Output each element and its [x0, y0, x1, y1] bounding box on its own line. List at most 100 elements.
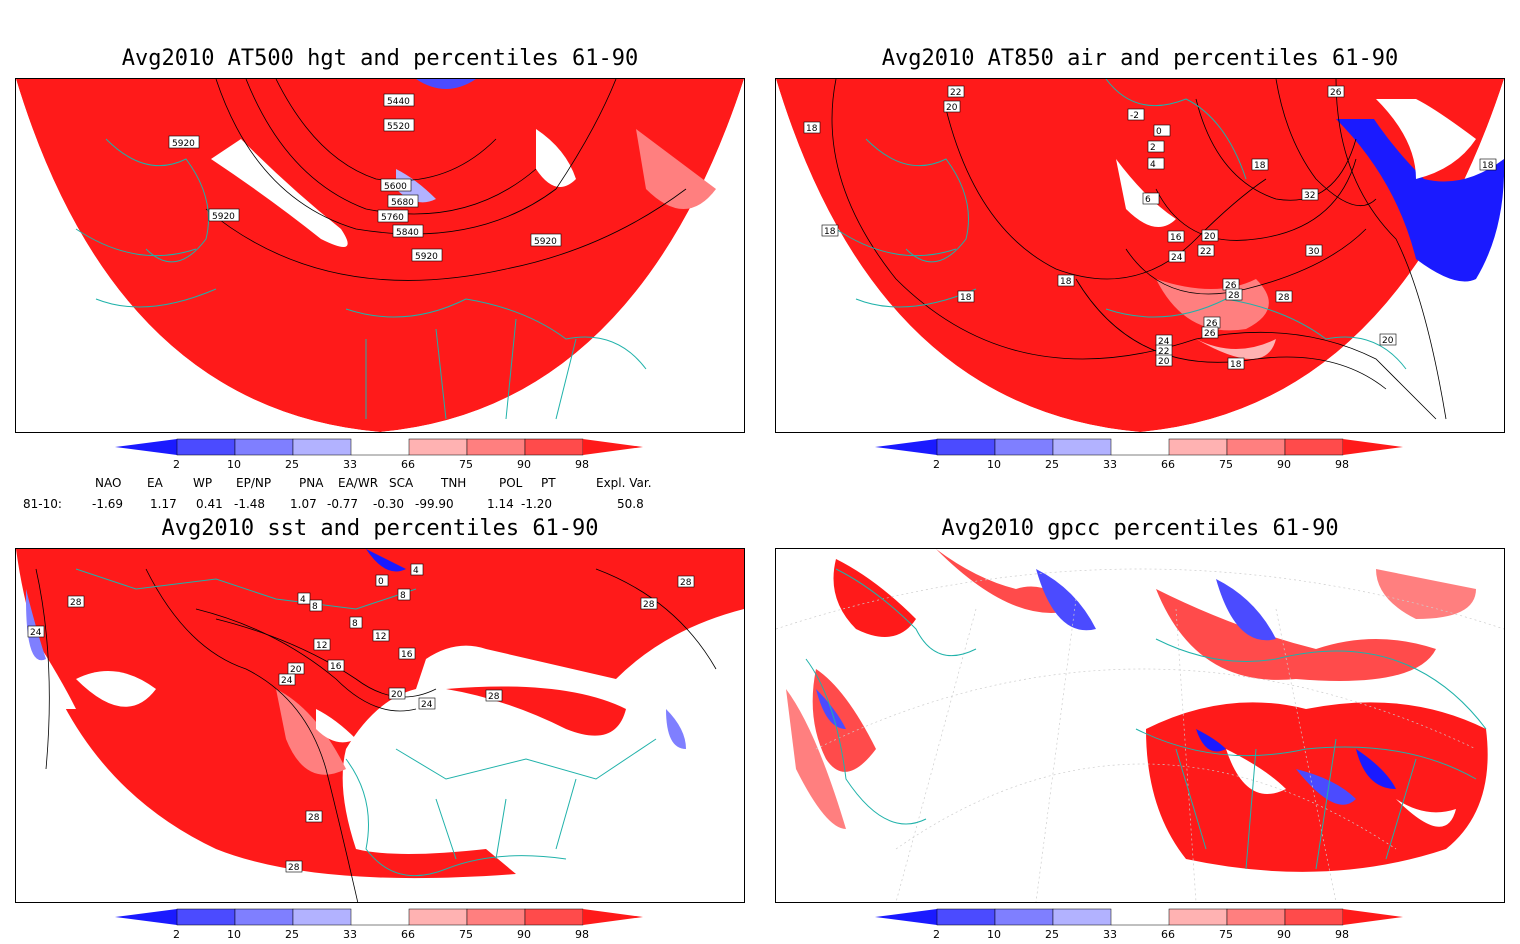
- map-gpcc-svg: [776, 549, 1504, 902]
- field-blue-blob: [1336, 119, 1504, 282]
- colorbar-label: 75: [1219, 928, 1233, 940]
- colorbar-gpcc: 2 10 25 33 66 75 90 98: [875, 908, 1405, 941]
- index-value: -1.48: [234, 497, 266, 511]
- contour-label: 28: [643, 600, 655, 610]
- contour-label: 24: [281, 676, 293, 686]
- colorbar-label: 10: [987, 928, 1001, 940]
- colorbar-air850: 2 10 25 33 66 75 90 98: [875, 438, 1405, 471]
- index-row-label: 81-10:: [23, 497, 62, 511]
- index-header: EA: [147, 476, 163, 490]
- contour-label: 20: [391, 690, 403, 700]
- colorbar-label: 90: [1277, 458, 1291, 470]
- field-blue-blob: [26, 589, 46, 661]
- field-white-blob: [1376, 99, 1476, 179]
- colorbar-label: 10: [227, 928, 241, 940]
- colorbar-label: 10: [987, 458, 1001, 470]
- panel-title-hgt500: Avg2010 AT500 hgt and percentiles 61-90: [121, 46, 639, 71]
- contour-label: 28: [70, 598, 82, 608]
- index-header: SCA: [389, 476, 414, 490]
- panel-title-air850: Avg2010 AT850 air and percentiles 61-90: [881, 46, 1399, 71]
- contour-label: 18: [806, 124, 818, 134]
- colorbar-label: 25: [1045, 928, 1059, 940]
- colorbar-label: 90: [517, 458, 531, 470]
- contour-label: 12: [316, 641, 327, 651]
- field-red: [16, 549, 744, 879]
- contour-label: 20: [1158, 357, 1170, 367]
- contours: [35, 568, 717, 902]
- colorbar-label: 2: [173, 928, 180, 940]
- contour-label: 28: [288, 863, 300, 873]
- contour-label: 5680: [391, 198, 414, 208]
- contour-label: 8: [400, 591, 406, 601]
- contour-label: 24: [1171, 253, 1183, 263]
- index-header: EA/WR: [338, 476, 379, 490]
- index-header: Expl. Var.: [596, 476, 652, 490]
- colorbar-sst: 2 10 25 33 66 75 90 98: [115, 908, 645, 941]
- colorbar-label: 66: [1161, 928, 1175, 940]
- outside-domain: [776, 79, 1504, 432]
- contour-label: 26: [1225, 281, 1237, 291]
- field-blue-blob: [366, 549, 406, 572]
- contour-label: 18: [1254, 161, 1266, 171]
- colorbar-label: 33: [343, 928, 357, 940]
- contour-label: 20: [290, 665, 302, 675]
- contour-label: 4: [300, 595, 306, 605]
- contours: [205, 79, 687, 281]
- index-value: -99.90: [415, 497, 454, 511]
- contour-label: 22: [950, 88, 961, 98]
- colorbar-svg: 2 10 25 33 66 75 90 98: [115, 438, 643, 471]
- contour-label: 22: [1200, 247, 1211, 257]
- colorbar-hgt500: 2 10 25 33 66 75 90 98: [115, 438, 645, 471]
- contour-label: 4: [413, 566, 419, 576]
- contour-label: 28: [680, 578, 692, 588]
- contour-label: 2: [1150, 143, 1156, 153]
- contour-label: 5920: [534, 237, 557, 247]
- field-white-blob: [76, 671, 156, 707]
- field-lightred-blob: [1196, 339, 1276, 359]
- precip-blobs: [786, 549, 1488, 872]
- coastlines: [835, 79, 1407, 370]
- index-value: -0.77: [327, 497, 359, 511]
- contour-label: 20: [1382, 336, 1394, 346]
- colorbar-label: 66: [1161, 458, 1175, 470]
- contour-label: 28: [488, 692, 500, 702]
- index-header: WP: [193, 476, 213, 490]
- field-midred-blob: [636, 129, 716, 209]
- contour-label: 22: [1158, 347, 1169, 357]
- field-lightblue-blob: [396, 169, 436, 203]
- map-air850-svg: 22 20 18 18 18 18 -2 0 2 4 6 16 22 24 20…: [776, 79, 1504, 432]
- colorbar-label: 25: [285, 928, 299, 940]
- colorbar-svg: 2 10 25 33 66 75 90 98: [875, 908, 1403, 941]
- colorbar-label: 10: [227, 458, 241, 470]
- index-header: POL: [499, 476, 523, 490]
- panel-title-gpcc: Avg2010 gpcc percentiles 61-90: [941, 516, 1339, 541]
- colorbar-label: 2: [933, 928, 940, 940]
- contour-label: 16: [1170, 233, 1182, 243]
- map-gpcc: [775, 548, 1505, 903]
- colorbar-label: 2: [173, 458, 180, 470]
- index-header: EP/NP: [236, 476, 272, 490]
- contour-label: -2: [1130, 111, 1139, 121]
- colorbar-label: 2: [933, 458, 940, 470]
- field-blue-blob: [666, 709, 686, 749]
- contour-labels: 5440 5520 5920 5920 5600 5680 5760 5840 …: [168, 93, 562, 262]
- index-header: NAO: [95, 476, 122, 490]
- map-sst-svg: 28 24 4 8 0 4 8 12 8 12 16 20 24 16 20 2…: [16, 549, 744, 902]
- colorbar-label: 75: [459, 458, 473, 470]
- contour-label: 4: [1150, 160, 1156, 170]
- colorbar-label: 98: [1335, 458, 1349, 470]
- colorbar-label: 33: [1103, 928, 1117, 940]
- colorbar-label: 75: [459, 928, 473, 940]
- contour-label: 5440: [387, 97, 410, 107]
- contour-label: 30: [1308, 247, 1320, 257]
- index-value: -0.30: [373, 497, 405, 511]
- contour-label: 32: [1304, 191, 1315, 201]
- contour-label: 20: [946, 103, 958, 113]
- index-value: -1.20: [521, 497, 553, 511]
- colorbar-label: 33: [343, 458, 357, 470]
- contour-label: 24: [421, 700, 433, 710]
- contour-label: 24: [30, 628, 42, 638]
- colorbar-label: 90: [1277, 928, 1291, 940]
- contour-label: 18: [1060, 277, 1072, 287]
- field-white-blob: [536, 129, 576, 187]
